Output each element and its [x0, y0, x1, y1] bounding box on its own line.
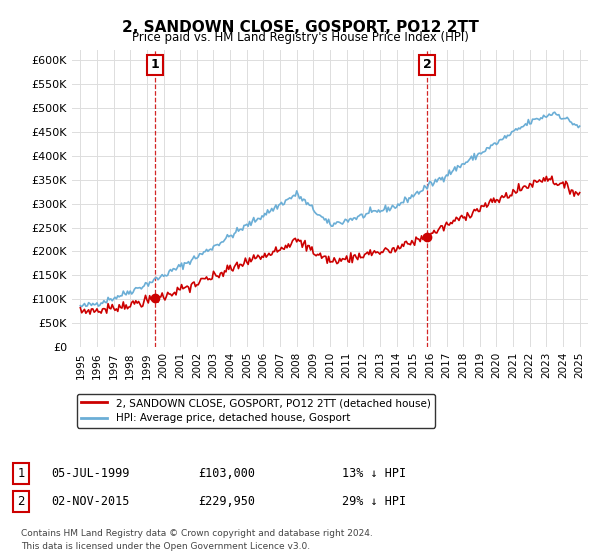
Text: This data is licensed under the Open Government Licence v3.0.: This data is licensed under the Open Gov…: [21, 542, 310, 550]
Text: 13% ↓ HPI: 13% ↓ HPI: [342, 466, 406, 480]
Text: 1: 1: [17, 466, 25, 480]
Text: £229,950: £229,950: [198, 494, 255, 508]
Text: 05-JUL-1999: 05-JUL-1999: [51, 466, 130, 480]
Text: 2: 2: [422, 58, 431, 71]
Text: 02-NOV-2015: 02-NOV-2015: [51, 494, 130, 508]
Text: Contains HM Land Registry data © Crown copyright and database right 2024.: Contains HM Land Registry data © Crown c…: [21, 529, 373, 538]
Text: Price paid vs. HM Land Registry's House Price Index (HPI): Price paid vs. HM Land Registry's House …: [131, 31, 469, 44]
Text: £103,000: £103,000: [198, 466, 255, 480]
Legend: 2, SANDOWN CLOSE, GOSPORT, PO12 2TT (detached house), HPI: Average price, detach: 2, SANDOWN CLOSE, GOSPORT, PO12 2TT (det…: [77, 394, 435, 427]
Text: 2, SANDOWN CLOSE, GOSPORT, PO12 2TT: 2, SANDOWN CLOSE, GOSPORT, PO12 2TT: [122, 20, 478, 35]
Text: 29% ↓ HPI: 29% ↓ HPI: [342, 494, 406, 508]
Text: 2: 2: [17, 494, 25, 508]
Text: 1: 1: [151, 58, 160, 71]
